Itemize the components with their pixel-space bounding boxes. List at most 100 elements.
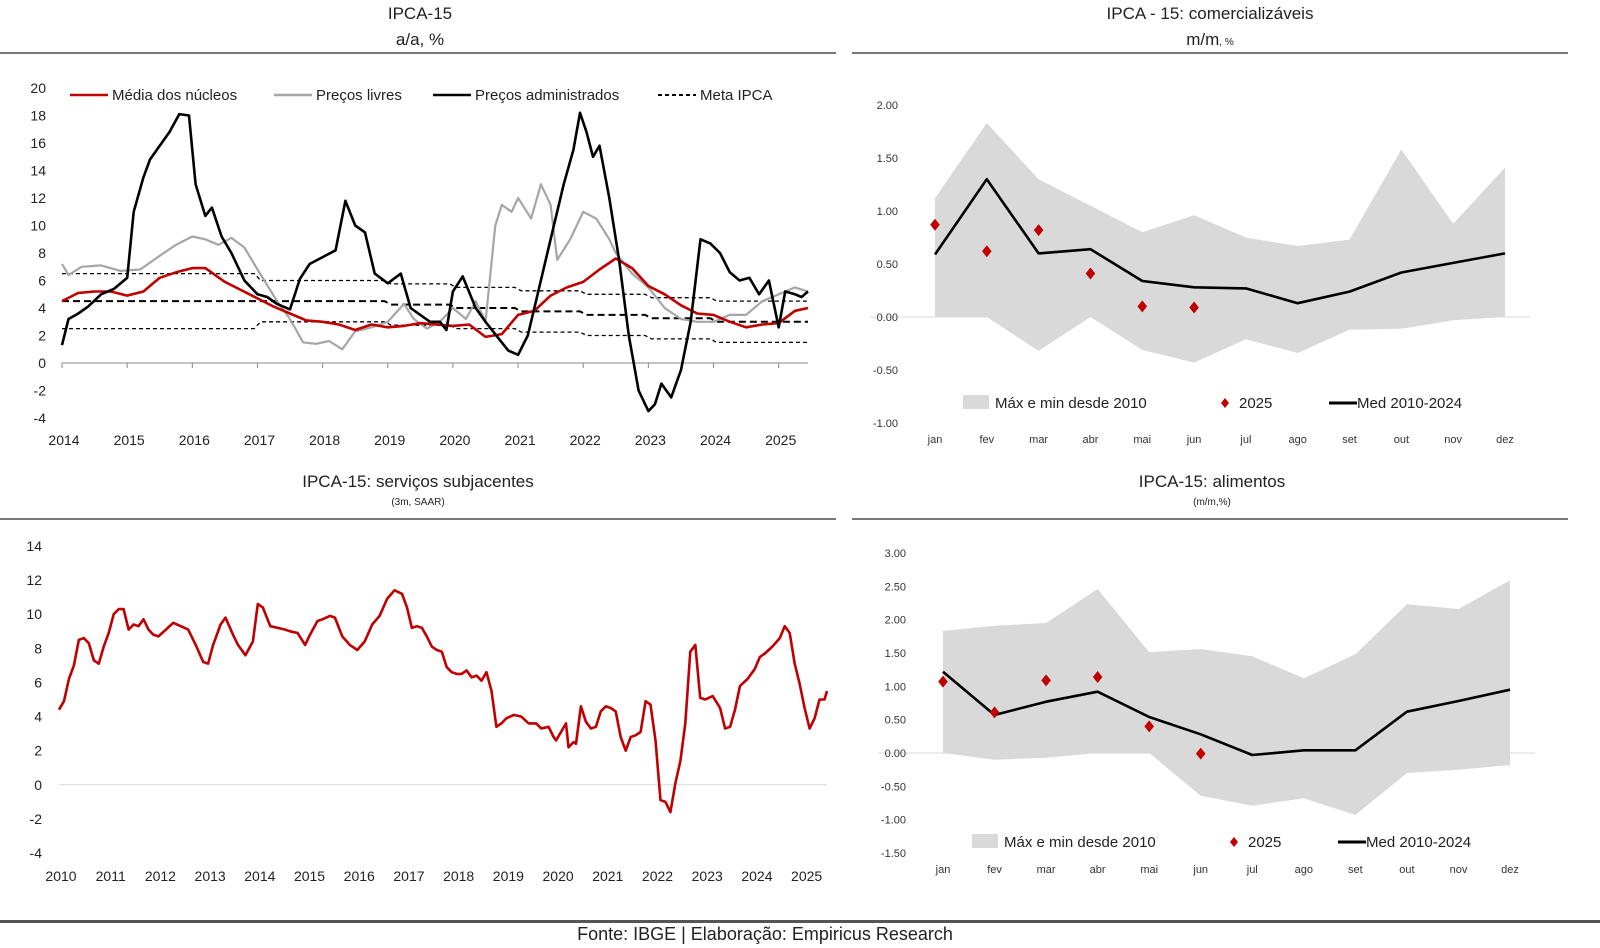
x-tick-label: jun (1192, 864, 1208, 876)
x-tick-label: 2022 (570, 432, 601, 448)
title-divider (852, 52, 1568, 54)
series-line-pre-os-administrados (60, 111, 809, 413)
y-tick-label: 1.00 (885, 681, 906, 693)
x-tick-label: fev (979, 434, 994, 446)
y-tick-label: 20 (30, 80, 46, 96)
y-tick-label: 14 (30, 163, 46, 179)
x-tick-label: 2017 (393, 868, 424, 884)
y-tick-label: -1.00 (873, 418, 898, 430)
x-tick-label: dez (1496, 434, 1514, 446)
x-tick-label: jan (935, 864, 951, 876)
y-tick-label: 1.00 (877, 206, 898, 218)
y-tick-label: 2.50 (885, 581, 906, 593)
x-tick-label: ago (1295, 864, 1313, 876)
x-tick-label: set (1348, 864, 1363, 876)
y-tick-label: 6 (38, 273, 46, 289)
x-tick-label: 2024 (700, 432, 731, 448)
x-tick-label: 2020 (543, 868, 574, 884)
x-tick-label: mai (1133, 434, 1151, 446)
chart-subtitle: a/a, % (395, 30, 445, 49)
x-tick-label: 2025 (765, 432, 796, 448)
y-tick-label: -0.50 (873, 365, 898, 377)
series-line-meta-ipca (62, 300, 808, 323)
x-tick-label: 2014 (244, 868, 275, 884)
x-tick-label: 2021 (592, 868, 623, 884)
x-tick-label: 2022 (642, 868, 673, 884)
x-tick-label: 2018 (443, 868, 474, 884)
x-tick-label: 2012 (145, 868, 176, 884)
series-line-m-dia-dos-n-cleos (61, 257, 809, 339)
y-tick-label: -2 (34, 383, 47, 399)
y-tick-label: -0.50 (881, 781, 906, 793)
series-line-servicos (57, 589, 829, 814)
legend-label: Preços livres (316, 87, 402, 104)
y-tick-label: -1.00 (881, 815, 906, 827)
legend-label: Máx e min desde 2010 (1004, 834, 1156, 851)
y-tick-label: -4 (34, 410, 47, 426)
y-tick-label: -2 (30, 811, 43, 827)
x-tick-label: 2010 (45, 868, 76, 884)
chart-title: IPCA-15 (387, 4, 453, 23)
y-tick-label: 0 (38, 355, 46, 371)
scatter-point-2025 (989, 706, 1000, 719)
y-tick-label: 10 (26, 606, 42, 622)
x-tick-label: 2013 (195, 868, 226, 884)
y-tick-label: 4 (38, 300, 46, 316)
x-tick-label: 2014 (48, 432, 79, 448)
legend-label: Média dos núcleos (112, 87, 237, 104)
scatter-point-2025 (1144, 720, 1154, 733)
y-tick-label: 0.00 (877, 312, 898, 324)
footer-divider (0, 920, 1600, 923)
title-divider (0, 518, 836, 520)
range-area (935, 123, 1505, 363)
legend-label: 2025 (1248, 834, 1281, 851)
y-tick-label: 12 (26, 572, 42, 588)
x-tick-label: 2015 (294, 868, 325, 884)
x-tick-label: 2020 (439, 432, 470, 448)
x-tick-label: out (1399, 864, 1414, 876)
median-line (933, 177, 1506, 305)
x-tick-label: jan (927, 434, 943, 446)
x-tick-label: 2025 (791, 868, 822, 884)
legend-label: Med 2010-2024 (1357, 395, 1462, 412)
series-line-meta-ipca-inferior (62, 321, 808, 344)
x-tick-label: mar (1037, 864, 1056, 876)
x-tick-label: jun (1186, 434, 1202, 446)
legend-label: Máx e min desde 2010 (995, 395, 1147, 412)
subtitle-main: m/m (1186, 30, 1220, 49)
y-tick-label: 18 (30, 108, 46, 124)
x-tick-label: set (1342, 434, 1357, 446)
range-area (943, 580, 1510, 815)
legend-swatch-range (963, 395, 989, 409)
x-tick-label: mar (1029, 434, 1048, 446)
chart-subtitle-servicos: (3m, SAAR) (391, 497, 445, 508)
x-tick-label: 2024 (741, 868, 772, 884)
scatter-point-2025 (1041, 674, 1051, 687)
y-tick-label: 12 (30, 190, 46, 206)
scatter-point-2025 (938, 675, 948, 688)
scatter-point-2025 (982, 245, 992, 258)
title-divider (0, 52, 836, 54)
scatter-point-2025 (1085, 267, 1096, 280)
title-divider (852, 518, 1568, 520)
chart-title-comercializaveis: IPCA - 15: comercializáveis (1106, 4, 1314, 23)
x-tick-label: mai (1140, 864, 1158, 876)
chart-subtitle-comercializaveis: m/m, % (850, 30, 1570, 50)
median-line (942, 670, 1511, 757)
x-tick-label: jul (1239, 434, 1251, 446)
y-tick-label: 0.50 (885, 715, 906, 727)
chart-subtitle-alimentos: (m/m,%) (1193, 497, 1231, 508)
x-tick-label: abr (1083, 434, 1099, 446)
x-tick-label: jul (1246, 864, 1258, 876)
y-tick-label: 1.50 (885, 648, 906, 660)
y-tick-label: 2.00 (885, 615, 906, 627)
source-footer: Fonte: IBGE | Elaboração: Empiricus Rese… (577, 924, 953, 944)
legend-swatch-2025 (1221, 398, 1229, 408)
y-tick-label: 4 (34, 709, 42, 725)
x-tick-label: 2015 (114, 432, 145, 448)
x-tick-label: abr (1090, 864, 1106, 876)
y-tick-label: 8 (34, 640, 42, 656)
y-tick-label: 16 (30, 135, 46, 151)
legend-label: Preços administrados (475, 87, 619, 104)
chart-title-servicos: IPCA-15: serviços subjacentes (302, 472, 534, 491)
